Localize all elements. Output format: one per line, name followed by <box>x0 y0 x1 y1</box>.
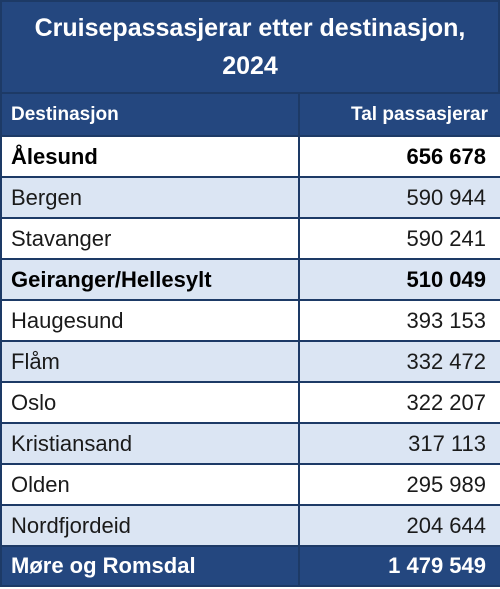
destination-cell: Olden <box>0 463 300 506</box>
table-row: Oslo 322 207 <box>0 381 500 424</box>
total-value: 1 479 549 <box>298 545 500 587</box>
passenger-count-cell: 510 049 <box>298 258 500 301</box>
header-row: Destinasjon Tal passasjerar <box>0 92 500 137</box>
table-row: Flåm 332 472 <box>0 340 500 383</box>
table-row: Olden 295 989 <box>0 463 500 506</box>
passenger-count-cell: 590 241 <box>298 217 500 260</box>
passenger-count-cell: 656 678 <box>298 135 500 178</box>
total-label: Møre og Romsdal <box>0 545 300 587</box>
table-row: Haugesund 393 153 <box>0 299 500 342</box>
destination-cell: Kristiansand <box>0 422 300 465</box>
destination-cell: Stavanger <box>0 217 300 260</box>
passenger-count-cell: 204 644 <box>298 504 500 547</box>
table-row: Bergen 590 944 <box>0 176 500 219</box>
destination-cell: Oslo <box>0 381 300 424</box>
destination-cell: Nordfjordeid <box>0 504 300 547</box>
passenger-count-cell: 590 944 <box>298 176 500 219</box>
destination-cell: Bergen <box>0 176 300 219</box>
column-header-destination: Destinasjon <box>0 92 300 137</box>
destination-cell: Flåm <box>0 340 300 383</box>
passenger-table: Destinasjon Tal passasjerar Ålesund 656 6… <box>0 92 500 587</box>
destination-cell: Ålesund <box>0 135 300 178</box>
passenger-count-cell: 322 207 <box>298 381 500 424</box>
destination-cell: Geiranger/Hellesylt <box>0 258 300 301</box>
table-row: Kristiansand 317 113 <box>0 422 500 465</box>
table-body: Ålesund 656 678 Bergen 590 944 Stavanger 590 … <box>0 135 500 547</box>
table-title: Cruisepassasjerar etter destinasjon, 202… <box>0 0 500 92</box>
table-row: Nordfjordeid 204 644 <box>0 504 500 547</box>
passenger-count-cell: 295 989 <box>298 463 500 506</box>
table-row: Geiranger/Hellesylt 510 049 <box>0 258 500 301</box>
table-row: Stavanger 590 241 <box>0 217 500 260</box>
passenger-count-cell: 393 153 <box>298 299 500 342</box>
column-header-passengers: Tal passasjerar <box>298 92 500 137</box>
passenger-count-cell: 317 113 <box>298 422 500 465</box>
table-row: Ålesund 656 678 <box>0 135 500 178</box>
table-title-text: Cruisepassasjerar etter destinasjon, 202… <box>34 14 466 80</box>
passenger-count-cell: 332 472 <box>298 340 500 383</box>
destination-cell: Haugesund <box>0 299 300 342</box>
total-row: Møre og Romsdal 1 479 549 <box>0 545 500 587</box>
